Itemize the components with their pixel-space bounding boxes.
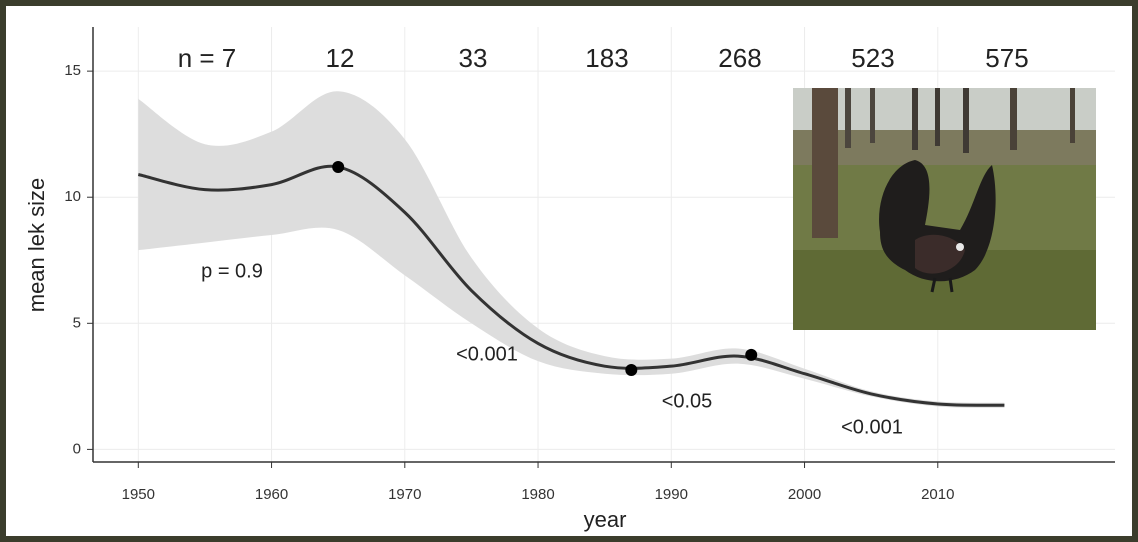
- p-value: <0.001: [456, 343, 518, 365]
- sample-size: 183: [585, 43, 628, 73]
- chart: 1950 1960 1970 1980 1990 2000 2010 0 5 10 15 year me…: [6, 6, 1132, 536]
- x-tick-label: 2010: [921, 486, 954, 503]
- data-point: [332, 161, 344, 173]
- x-tick-label: 2000: [788, 486, 821, 503]
- data-point: [625, 364, 637, 376]
- x-tick-label: 1960: [255, 486, 288, 503]
- y-tick-label: 5: [73, 314, 81, 331]
- data-point: [745, 349, 757, 361]
- page: {"chart_data": { "type": "line", "x_axis…: [0, 0, 1138, 542]
- sample-size: n = 7: [178, 43, 237, 73]
- y-tick-label: 0: [73, 440, 81, 457]
- x-tick-label: 1990: [655, 486, 688, 503]
- sample-size: 575: [985, 43, 1028, 73]
- x-tick-label: 1970: [388, 486, 421, 503]
- y-tick-label: 10: [64, 188, 81, 205]
- p-value: p = 0.9: [201, 260, 263, 282]
- x-axis-label: year: [584, 507, 627, 532]
- frame: 1950 1960 1970 1980 1990 2000 2010 0 5 10 15 year me…: [6, 6, 1132, 536]
- y-tick-label: 15: [64, 62, 81, 79]
- sample-size: 268: [718, 43, 761, 73]
- x-tick-label: 1980: [521, 486, 554, 503]
- p-value: <0.001: [841, 416, 903, 438]
- inset-photo: [793, 88, 1096, 330]
- sample-size: 12: [326, 43, 355, 73]
- y-axis-label: mean lek size: [24, 178, 49, 313]
- sample-size: 523: [851, 43, 894, 73]
- p-value: <0.05: [662, 390, 713, 412]
- sample-size: 33: [459, 43, 488, 73]
- x-tick-label: 1950: [122, 486, 155, 503]
